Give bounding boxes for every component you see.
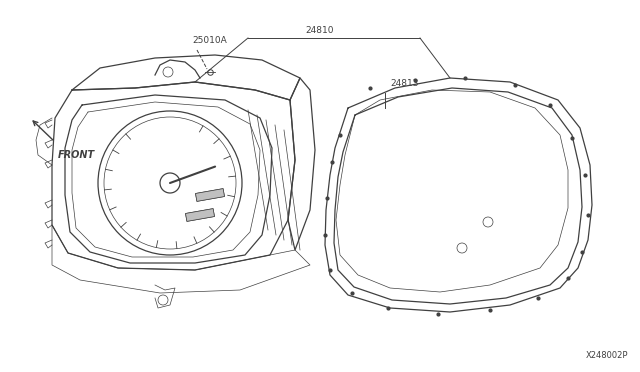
Text: X248002P: X248002P — [586, 351, 628, 360]
Bar — [186, 209, 214, 221]
Bar — [195, 189, 225, 201]
Text: 24810: 24810 — [306, 26, 334, 35]
Text: FRONT: FRONT — [58, 150, 95, 160]
Text: 25010A: 25010A — [192, 36, 227, 45]
Bar — [195, 189, 225, 201]
Bar — [186, 209, 214, 221]
Text: 24813: 24813 — [390, 79, 419, 88]
